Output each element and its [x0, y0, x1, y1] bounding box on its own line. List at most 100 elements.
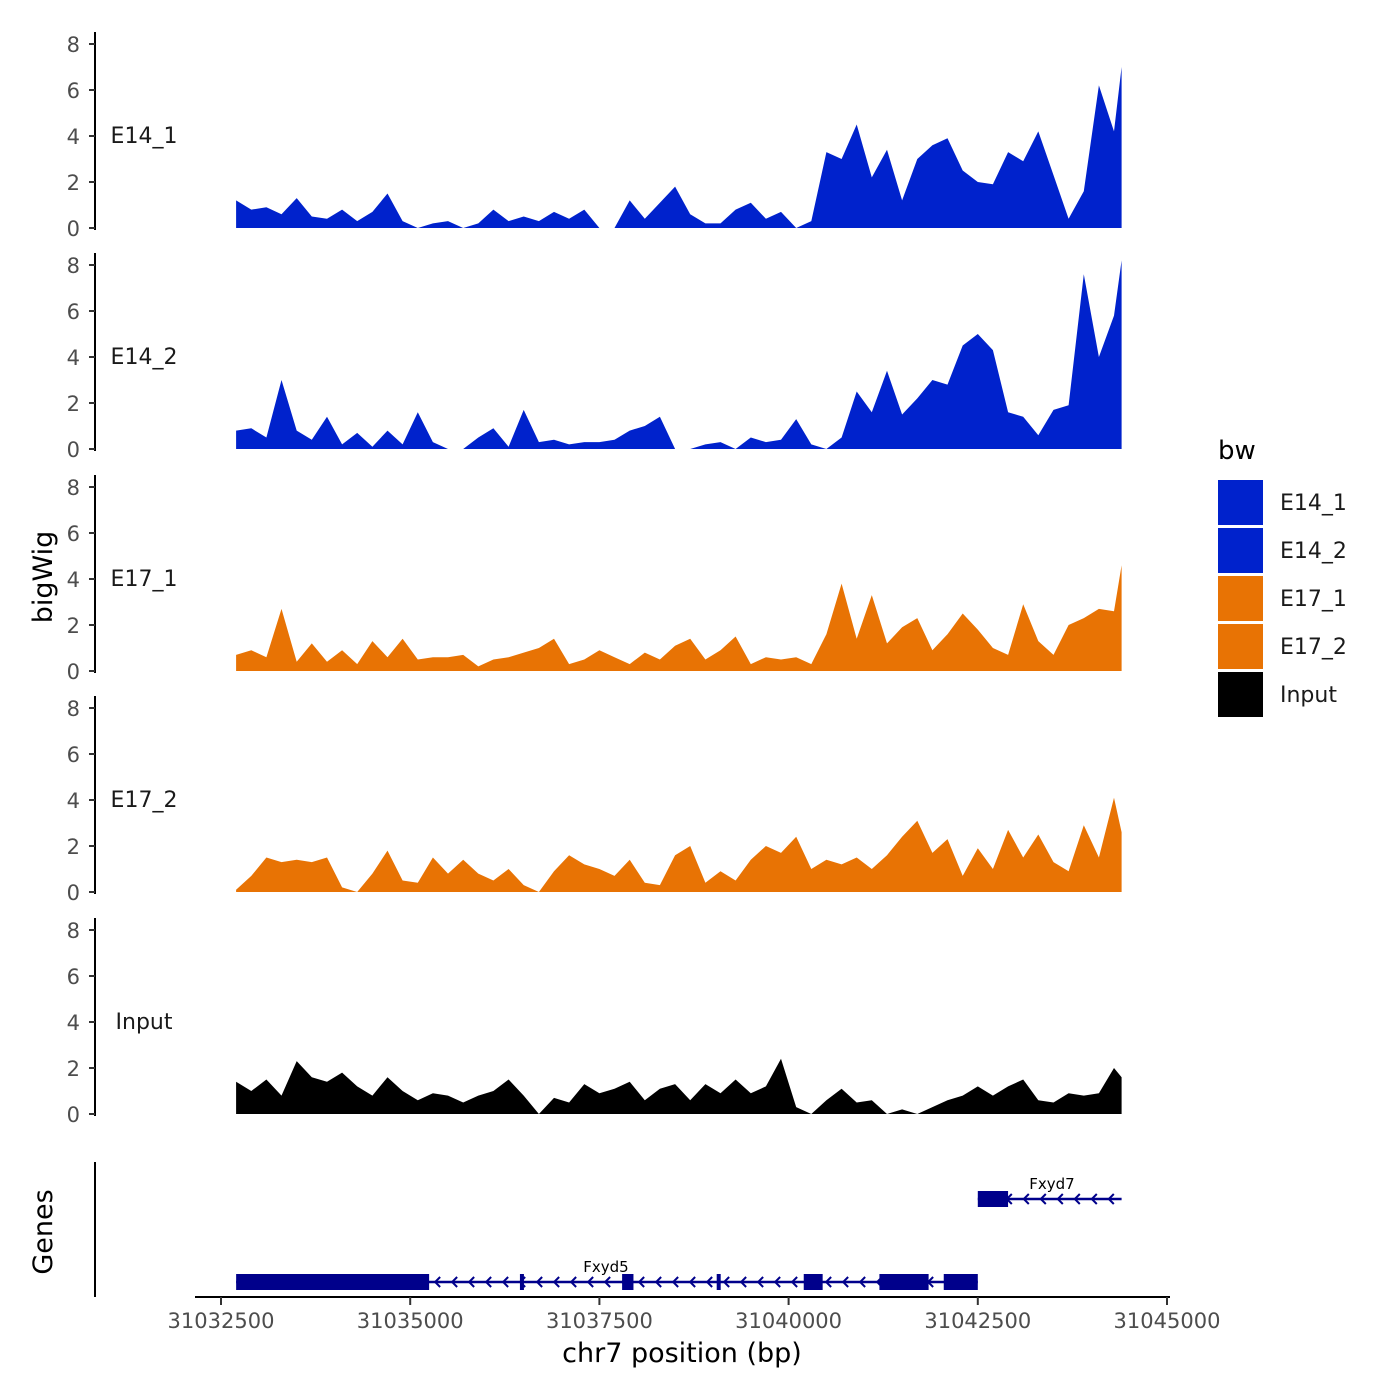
strand-arrow — [1056, 1193, 1064, 1205]
y-tick-label: 4 — [67, 789, 80, 813]
x-tick-label: 31035000 — [357, 1309, 464, 1333]
y-tick-label: 4 — [67, 125, 80, 149]
track-label: E17_1 — [111, 567, 178, 592]
signal-tracks: 0 2 4 6 8 E14_1 0 2 4 6 8 E14_2 0 2 4 6 8 E17_1 0 2 4 6 8 E17_2… — [67, 32, 1122, 1127]
strand-arrow — [773, 1276, 781, 1288]
x-tick-label: 31040000 — [735, 1309, 842, 1333]
gene-exon — [943, 1274, 978, 1290]
strand-arrow — [841, 1276, 849, 1288]
strand-arrow — [1022, 1193, 1030, 1205]
legend-swatch — [1218, 576, 1263, 621]
y-tick-label: 6 — [67, 743, 80, 767]
x-tick-label: 31045000 — [1114, 1309, 1221, 1333]
strand-arrow — [501, 1276, 509, 1288]
strand-arrow — [756, 1276, 764, 1288]
y-tick-label: 8 — [67, 33, 80, 57]
strand-arrow — [586, 1276, 594, 1288]
track-label: E14_2 — [111, 345, 178, 370]
y-tick-label: 8 — [67, 919, 80, 943]
gene-label: Fxyd5 — [583, 1258, 628, 1276]
signal-area-E17_2 — [236, 797, 1122, 892]
y-tick-label: 8 — [67, 697, 80, 721]
y-tick-label: 2 — [67, 171, 80, 195]
y-tick-label: 8 — [67, 254, 80, 278]
track-label: Input — [116, 1010, 173, 1035]
y-tick-label: 4 — [67, 568, 80, 592]
y-tick-label: 0 — [67, 881, 80, 905]
legend-label: E17_1 — [1280, 587, 1347, 612]
strand-arrow — [739, 1276, 747, 1288]
strand-arrow — [552, 1276, 560, 1288]
y-tick-label: 8 — [67, 476, 80, 500]
y-tick-label: 2 — [67, 1057, 80, 1081]
strand-arrow — [603, 1276, 611, 1288]
legend-label: E14_2 — [1280, 539, 1347, 564]
legend-item-E14_2: E14_2 — [1218, 528, 1347, 573]
gene-track: Genes Fxyd7 Fxyd5 — [28, 1162, 1122, 1297]
strand-arrow — [467, 1276, 475, 1288]
y-axis-title: bigWig — [28, 531, 59, 624]
gene-exon — [803, 1274, 823, 1290]
strand-arrow — [705, 1276, 713, 1288]
y-tick-label: 4 — [67, 1011, 80, 1035]
signal-area-E14_1 — [236, 67, 1122, 228]
x-axis-title: chr7 position (bp) — [562, 1338, 802, 1369]
legend-swatch — [1218, 528, 1263, 573]
y-tick-label: 0 — [67, 660, 80, 684]
track-label: E17_2 — [111, 788, 178, 813]
gene-exon — [622, 1274, 634, 1290]
y-tick-label: 0 — [67, 1103, 80, 1127]
strand-arrow — [484, 1276, 492, 1288]
y-tick-label: 2 — [67, 614, 80, 638]
gene-exon — [236, 1274, 430, 1290]
gene-exon — [519, 1274, 524, 1290]
y-tick-label: 6 — [67, 79, 80, 103]
strand-arrow — [637, 1276, 645, 1288]
strand-arrow — [1090, 1193, 1098, 1205]
gene-exon — [977, 1191, 1009, 1207]
strand-arrow — [1039, 1193, 1047, 1205]
y-tick-label: 6 — [67, 522, 80, 546]
legend-label: E17_2 — [1280, 635, 1347, 660]
legend-swatch — [1218, 624, 1263, 669]
strand-arrow — [722, 1276, 730, 1288]
strand-arrow — [654, 1276, 662, 1288]
track-E14_2: 0 2 4 6 8 E14_2 — [67, 253, 1122, 462]
track-Input: 0 2 4 6 8 Input — [67, 918, 1122, 1127]
strand-arrow — [433, 1276, 441, 1288]
x-axis: chr7 position (bp) 31032500 31035000 31037… — [168, 1296, 1221, 1369]
track-E17_1: 0 2 4 6 8 E17_1 — [67, 475, 1122, 684]
legend-swatch — [1218, 672, 1263, 717]
strand-arrow — [790, 1276, 798, 1288]
legend-item-E17_2: E17_2 — [1218, 624, 1347, 669]
y-tick-label: 0 — [67, 438, 80, 462]
y-tick-label: 2 — [67, 835, 80, 859]
strand-arrow — [824, 1276, 832, 1288]
genes-axis-title: Genes — [28, 1189, 59, 1274]
strand-arrow — [688, 1276, 696, 1288]
gene-label: Fxyd7 — [1029, 1175, 1074, 1193]
gene-Fxyd5: Fxyd5 — [236, 1258, 978, 1290]
gene-exon — [879, 1274, 929, 1290]
strand-arrow — [450, 1276, 458, 1288]
y-tick-label: 2 — [67, 392, 80, 416]
strand-arrow — [535, 1276, 543, 1288]
gene-exon — [716, 1274, 721, 1290]
y-tick-label: 4 — [67, 346, 80, 370]
legend-item-Input: Input — [1218, 672, 1337, 717]
legend-label: Input — [1280, 683, 1337, 708]
x-tick-label: 31042500 — [924, 1309, 1031, 1333]
legend-swatch — [1218, 480, 1263, 525]
legend: bw E14_1 E14_2 E17_1 E17_2 Input — [1218, 436, 1347, 717]
x-tick-label: 31032500 — [168, 1309, 275, 1333]
track-label: E14_1 — [111, 124, 178, 149]
track-E17_2: 0 2 4 6 8 E17_2 — [67, 696, 1122, 905]
strand-arrow — [569, 1276, 577, 1288]
strand-arrow — [858, 1276, 866, 1288]
signal-area-E17_1 — [236, 565, 1122, 671]
strand-arrow — [1107, 1193, 1115, 1205]
legend-item-E17_1: E17_1 — [1218, 576, 1347, 621]
y-tick-label: 0 — [67, 217, 80, 241]
y-tick-label: 6 — [67, 300, 80, 324]
